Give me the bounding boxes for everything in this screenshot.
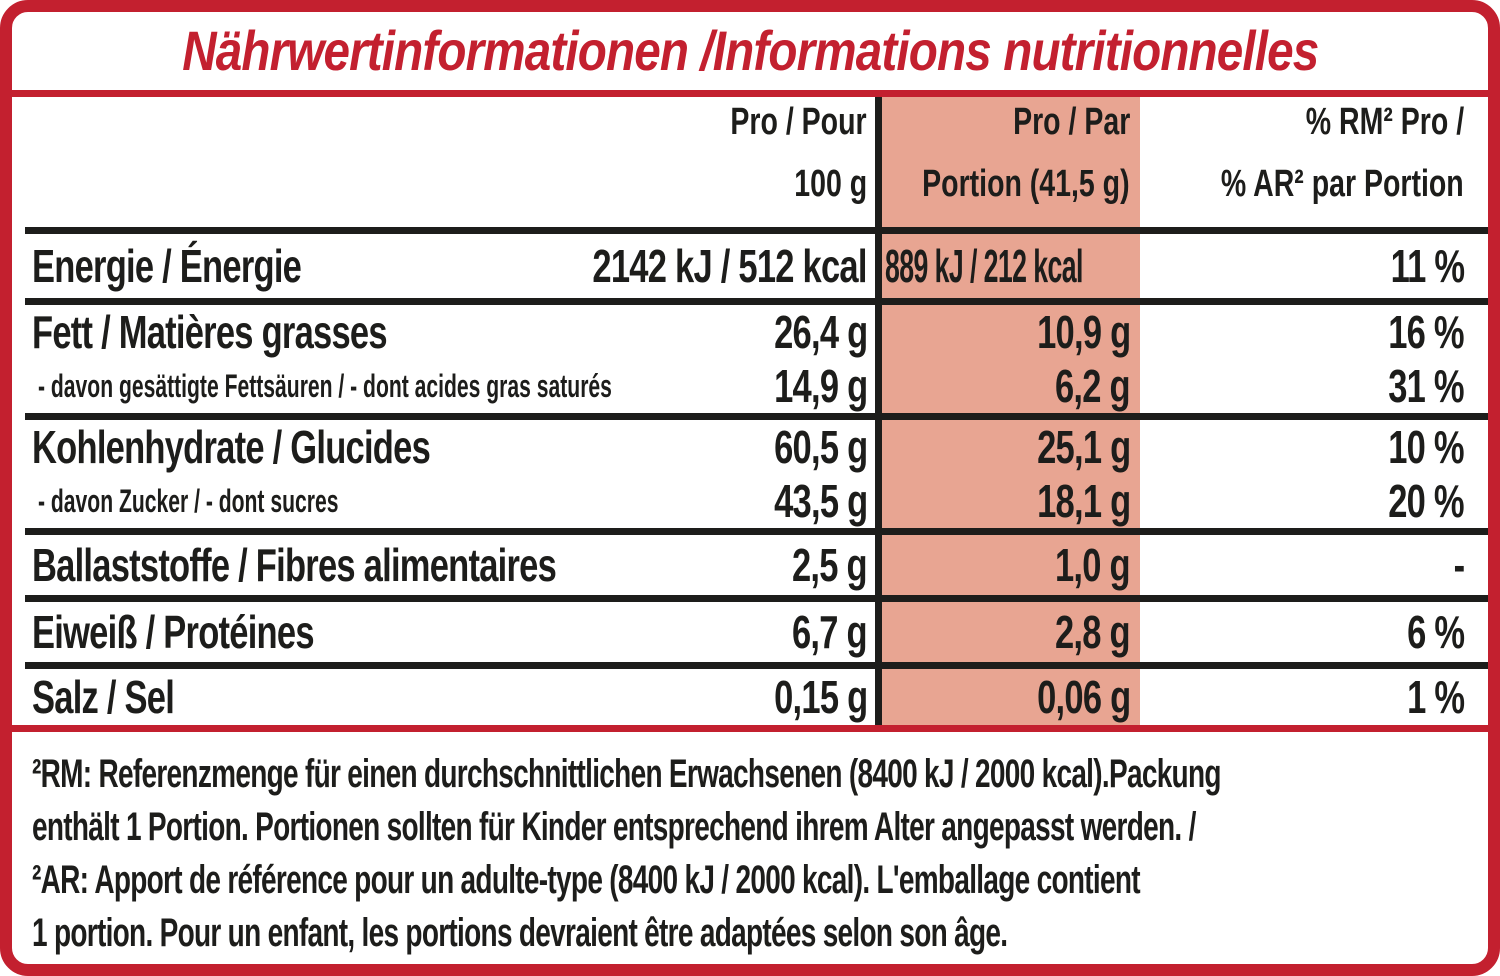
row-pct-saturated-fat: 31 % <box>1388 360 1464 412</box>
row-pct-fibre: - <box>1453 539 1465 591</box>
label-title: Nährwertinformationen /Informations nutr… <box>181 19 1319 82</box>
row-divider <box>25 227 1488 234</box>
row-pct-fat: 16 % <box>1388 306 1464 358</box>
footnote: ²RM: Referenzmenge für einen durchschnit… <box>12 732 1488 964</box>
col-header-pct-line2: % AR² par Portion <box>1221 163 1464 205</box>
col-header-per100-line1: Pro / Pour <box>730 101 867 143</box>
row-portion-saturated-fat: 6,2 g <box>1055 360 1131 412</box>
row-divider <box>25 413 1488 420</box>
row-label-fat: Fett / Matières grasses <box>32 306 388 358</box>
row-per100-protein: 6,7 g <box>792 606 868 658</box>
row-label-saturated-fat: - davon gesättigte Fettsäuren / - dont a… <box>38 368 612 404</box>
row-pct-sugars: 20 % <box>1388 475 1464 527</box>
nutrition-table: Pro / Pour 100 g Pro / Par Portion (41,5… <box>12 97 1488 725</box>
row-portion-sugars: 18,1 g <box>1036 475 1131 527</box>
row-per100-sugars: 43,5 g <box>773 475 868 527</box>
header-divider <box>12 90 1488 97</box>
row-pct-salt: 1 % <box>1406 671 1465 723</box>
row-divider <box>25 298 1488 305</box>
label-header: Nährwertinformationen /Informations nutr… <box>12 12 1488 90</box>
row-portion-energy: 889 kJ / 212 kcal <box>885 240 1083 292</box>
row-portion-fibre: 1,0 g <box>1055 539 1131 591</box>
row-portion-fat: 10,9 g <box>1036 306 1131 358</box>
row-per100-salt: 0,15 g <box>773 671 868 723</box>
row-portion-salt: 0,06 g <box>1036 671 1131 723</box>
footnote-line: ²RM: Referenzmenge für einen durchschnit… <box>32 752 1221 796</box>
footnote-divider <box>12 725 1488 732</box>
row-label-fibre: Ballaststoffe / Fibres alimentaires <box>32 539 557 591</box>
row-label-sugars: - davon Zucker / - dont sucres <box>38 483 339 519</box>
col-header-pct-line1: % RM² Pro / <box>1305 101 1464 143</box>
row-per100-fibre: 2,5 g <box>792 539 868 591</box>
row-label-salt: Salz / Sel <box>32 671 175 723</box>
portion-column-highlight <box>875 97 1140 725</box>
footnote-line: ²AR: Apport de référence pour un adulte-… <box>32 858 1141 902</box>
row-per100-fat: 26,4 g <box>773 306 868 358</box>
row-label-energy: Energie / Énergie <box>32 240 302 292</box>
portion-column-border <box>875 97 882 725</box>
row-per100-energy: 2142 kJ / 512 kcal <box>592 240 868 292</box>
row-pct-carbohydrate: 10 % <box>1388 421 1464 473</box>
footnote-line: enthält 1 Portion. Portionen sollten für… <box>32 805 1196 849</box>
col-header-portion-line2: Portion (41,5 g) <box>922 163 1130 205</box>
row-per100-carbohydrate: 60,5 g <box>773 421 868 473</box>
row-label-carbohydrate: Kohlenhydrate / Glucides <box>32 421 431 473</box>
row-label-protein: Eiweiß / Protéines <box>32 606 315 658</box>
row-portion-carbohydrate: 25,1 g <box>1036 421 1131 473</box>
row-portion-protein: 2,8 g <box>1055 606 1131 658</box>
footnote-line: 1 portion. Pour un enfant, les portions … <box>32 911 1008 955</box>
row-divider <box>25 528 1488 535</box>
row-divider <box>25 595 1488 602</box>
row-pct-protein: 6 % <box>1406 606 1465 658</box>
col-header-per100-line2: 100 g <box>794 163 867 205</box>
row-divider <box>25 662 1488 669</box>
row-per100-saturated-fat: 14,9 g <box>773 360 868 412</box>
col-header-portion-line1: Pro / Par <box>1012 101 1130 143</box>
row-pct-energy: 11 % <box>1390 240 1464 292</box>
